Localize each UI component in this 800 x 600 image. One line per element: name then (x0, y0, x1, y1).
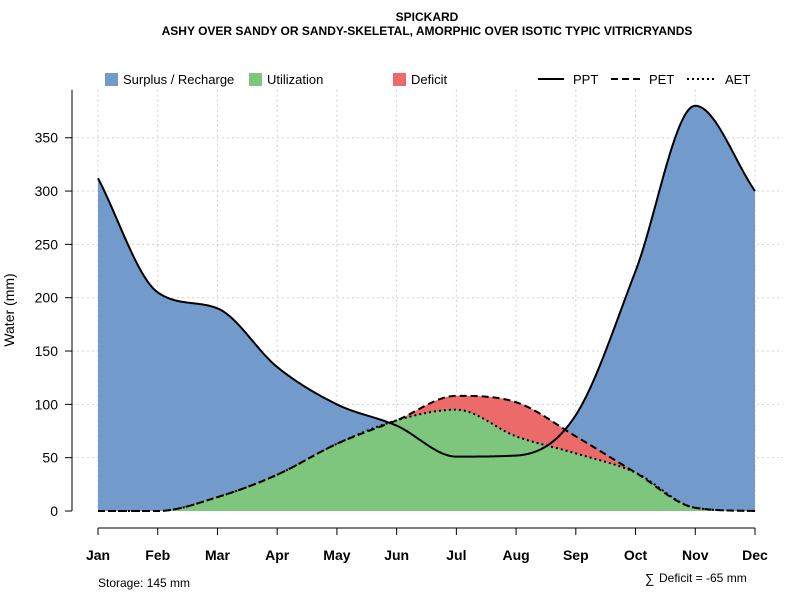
chart-title: SPICKARD (396, 10, 459, 24)
series-lines (97, 104, 756, 512)
legend-label-aet: AET (725, 72, 750, 87)
y-tick-label: 200 (35, 290, 59, 306)
legend-swatch-utilization (249, 73, 262, 86)
y-axis-label: Water (mm) (1, 273, 17, 346)
x-tick-label-dec: Dec (742, 547, 768, 563)
storage-annotation: Storage: 145 mm (98, 576, 190, 590)
y-tick-label: 50 (42, 450, 58, 466)
legend: Surplus / Recharge Utilization Deficit P… (105, 72, 750, 87)
legend-label-deficit: Deficit (411, 72, 448, 87)
utilization-area (98, 409, 755, 511)
x-tick-label-oct: Oct (624, 547, 648, 563)
y-tick-label: 350 (35, 130, 59, 146)
x-tick-label-apr: Apr (265, 547, 290, 563)
legend-label-utilization: Utilization (267, 72, 323, 87)
legend-swatch-deficit (393, 73, 406, 86)
legend-label-pet: PET (649, 72, 674, 87)
surplus-recharge-area (98, 105, 755, 511)
y-tick-label: 300 (35, 183, 59, 199)
y-tick-label: 250 (35, 236, 59, 252)
legend-swatch-surplus (105, 73, 118, 86)
x-tick-label-aug: Aug (502, 547, 529, 563)
x-tick-label-jun: Jun (384, 547, 409, 563)
axes: 0 50 100 150 200 250 300 350 Jan Feb Mar Apr May Jun J… (35, 89, 768, 563)
pet-line (98, 394, 756, 512)
x-tick-label-may: May (323, 547, 350, 563)
areas (98, 105, 755, 511)
x-tick-label-sep: Sep (563, 547, 589, 563)
legend-label-surplus: Surplus / Recharge (123, 72, 234, 87)
x-tick-label-feb: Feb (145, 547, 170, 563)
legend-label-ppt: PPT (573, 72, 598, 87)
y-tick-label: 0 (50, 503, 58, 519)
chart-subtitle: ASHY OVER SANDY OR SANDY-SKELETAL, AMORP… (162, 24, 693, 38)
x-tick-label-jan: Jan (86, 547, 110, 563)
x-tick-label-mar: Mar (205, 547, 230, 563)
y-tick-label: 150 (35, 343, 59, 359)
deficit-sum-symbol: ∑ (645, 571, 654, 586)
deficit-annotation: Deficit = -65 mm (659, 571, 747, 585)
x-tick-label-jul: Jul (446, 547, 466, 563)
y-tick-label: 100 (35, 396, 59, 412)
ppt-line (97, 104, 756, 458)
x-tick-label-nov: Nov (682, 547, 709, 563)
